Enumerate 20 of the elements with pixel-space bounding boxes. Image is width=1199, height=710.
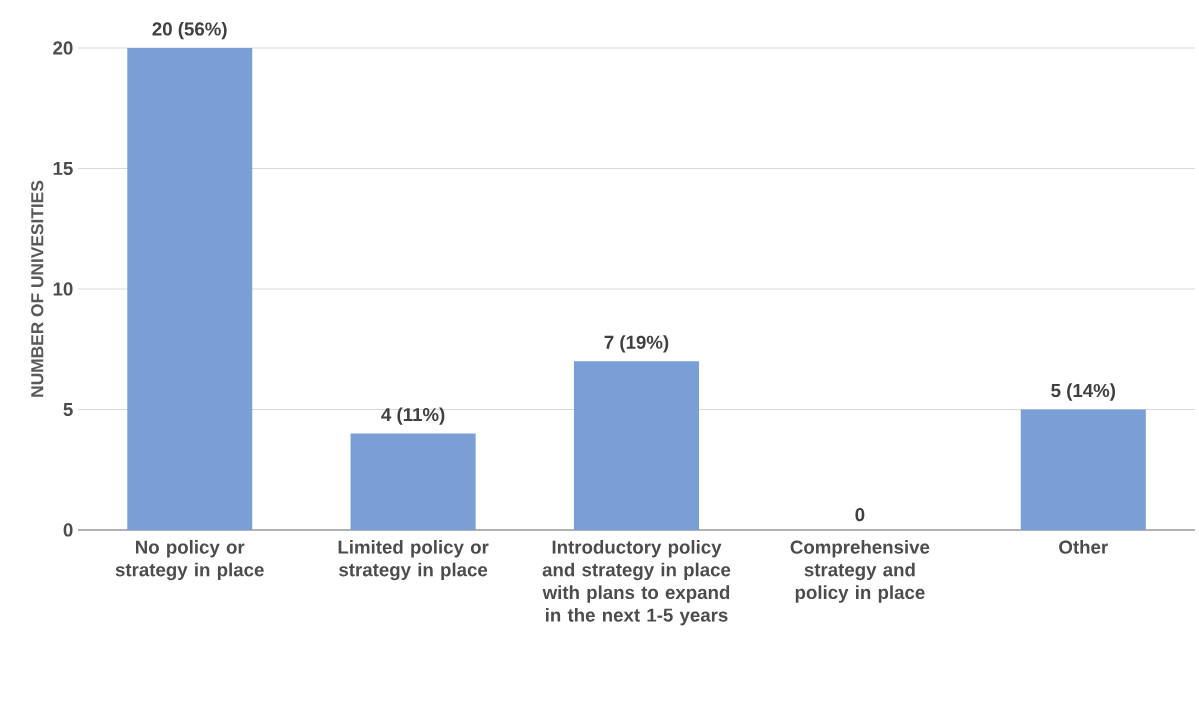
x-tick-label: No policy or strategy in place — [115, 540, 264, 581]
x-tick-label: Comprehensive strategy and policy in place — [790, 540, 930, 603]
y-tick-label: 0 — [63, 523, 73, 537]
data-label: 5 (14%) — [1051, 383, 1116, 401]
data-label: 4 (11%) — [381, 407, 445, 425]
y-axis-title: NUMBER OF UNIVESITIES — [31, 180, 44, 397]
bar — [1020, 409, 1146, 530]
y-tick-label: 20 — [53, 41, 73, 55]
x-tick-label: Other — [1059, 540, 1108, 554]
y-tick-label: 15 — [53, 161, 73, 176]
y-tick-label: 10 — [53, 282, 73, 296]
y-tick-label: 5 — [63, 402, 73, 417]
bar — [573, 361, 700, 530]
data-label: 0 — [855, 508, 865, 522]
data-label: 20 (56%) — [152, 21, 227, 40]
bar — [350, 433, 476, 530]
data-label: 7 (19%) — [604, 335, 669, 353]
bar — [127, 47, 253, 530]
x-tick-label: Introductory policy and strategy in place with plans to expand in the next 1-5 years — [542, 540, 731, 626]
x-tick-label: Limited policy or strategy in place — [338, 540, 489, 581]
